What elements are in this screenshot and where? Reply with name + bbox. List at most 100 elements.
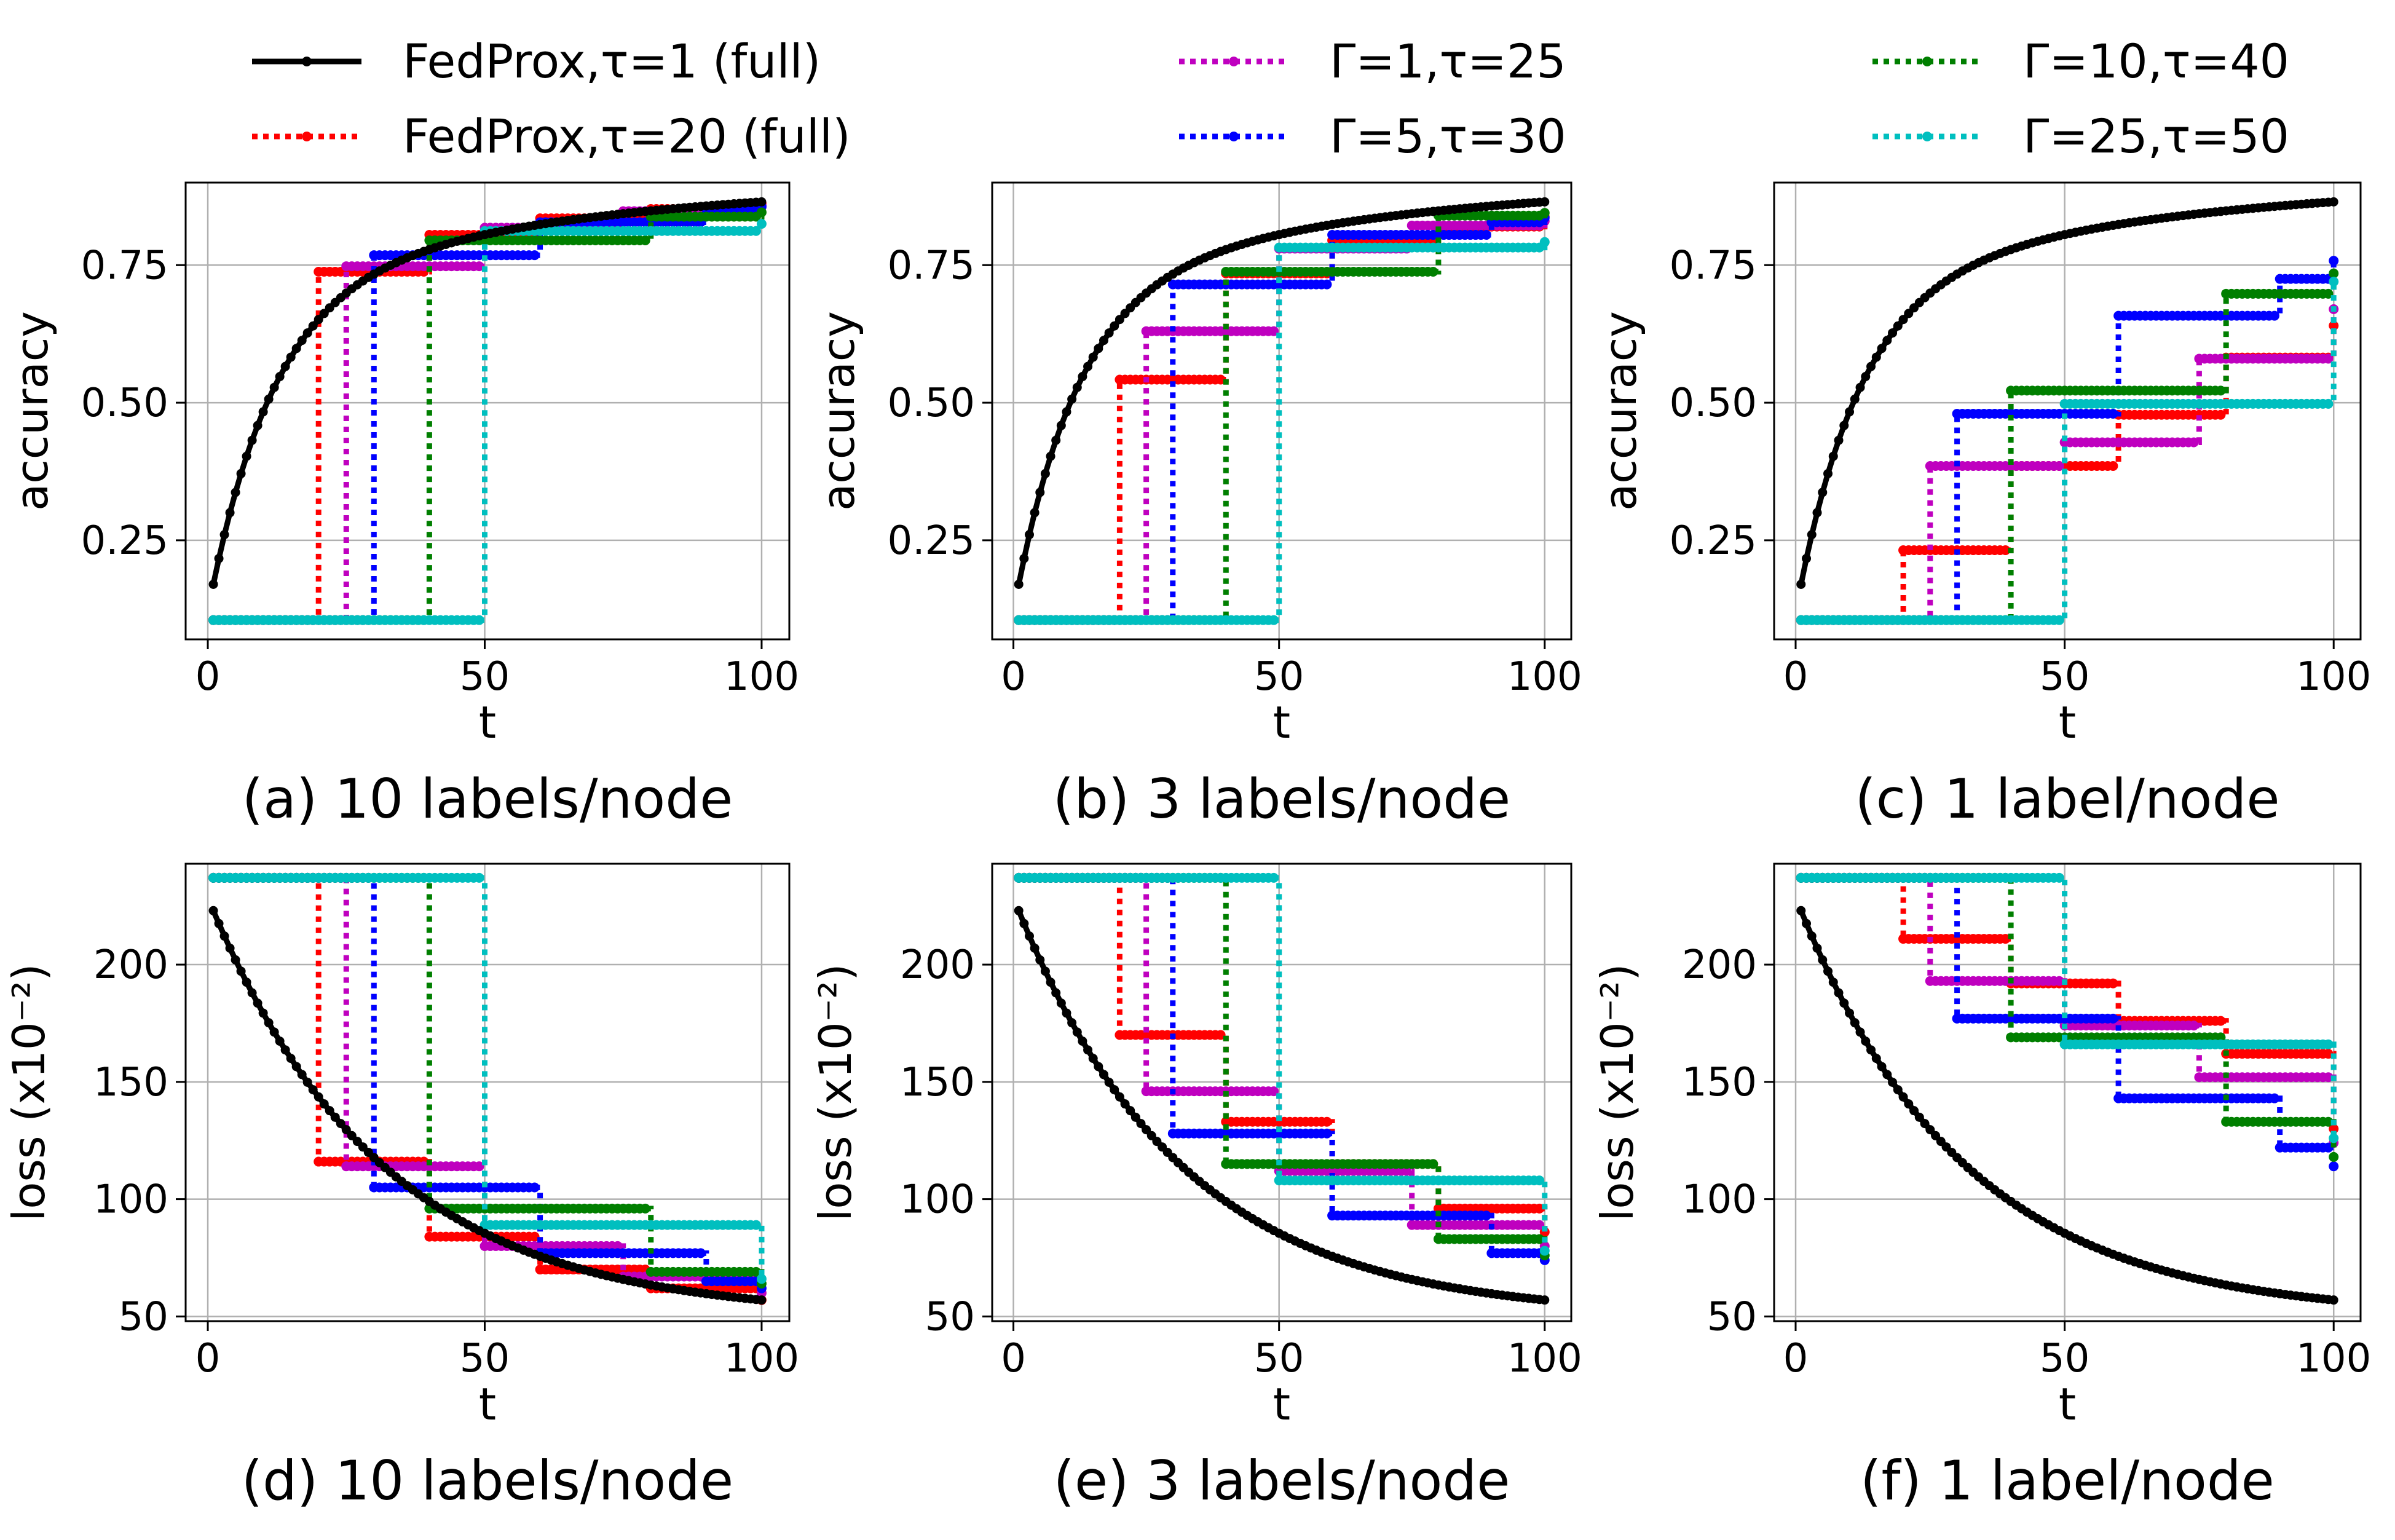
data-point-full1 <box>1861 1037 1871 1046</box>
y-tick-label: 0.25 <box>888 518 976 564</box>
x-tick-label: 50 <box>460 654 510 700</box>
plot-frame <box>991 181 1572 641</box>
data-point-full1 <box>1931 1131 1941 1140</box>
data-point-full1 <box>1120 1099 1130 1109</box>
data-point-full1 <box>1920 1119 1930 1129</box>
series-g25 <box>1796 277 2339 625</box>
data-point-full1 <box>269 382 279 392</box>
data-point-full1 <box>280 361 290 371</box>
y-tick-label: 150 <box>93 1060 168 1105</box>
panel-caption: (f) 1 label/node <box>1860 1449 2275 1512</box>
data-point-full1 <box>347 1131 357 1140</box>
data-point-full1 <box>1845 407 1855 417</box>
data-point-full1 <box>1855 382 1865 392</box>
series-g25 <box>1014 872 1550 1256</box>
y-tick-label: 200 <box>900 942 975 988</box>
data-point-full1 <box>1024 530 1034 540</box>
data-point-g1 <box>1534 1220 1545 1230</box>
x-tick-label: 100 <box>1507 1336 1582 1381</box>
y-tick-label: 100 <box>900 1177 975 1223</box>
data-point-g25 <box>1539 1246 1550 1256</box>
data-point-full1 <box>1834 435 1844 445</box>
y-tick-label: 100 <box>93 1177 168 1223</box>
data-point-g5 <box>529 1182 540 1193</box>
data-point-full1 <box>1104 328 1114 338</box>
data-point-full1 <box>1099 336 1108 346</box>
data-point-full1 <box>286 1054 296 1064</box>
series-g25 <box>208 872 767 1284</box>
data-point-full1 <box>1866 361 1876 371</box>
data-point-g10 <box>1539 208 1550 218</box>
data-point-g5 <box>2108 408 2118 419</box>
data-point-full1 <box>1888 1077 1898 1087</box>
data-point-full1 <box>1871 1054 1881 1064</box>
data-point-g10 <box>640 235 650 245</box>
data-point-full1 <box>214 553 224 563</box>
data-point-g5 <box>2329 256 2339 266</box>
legend-entry-g5: Γ=5,τ=30 <box>1179 109 1566 164</box>
x-tick-label: 100 <box>724 654 799 700</box>
data-point-full1 <box>1056 998 1066 1008</box>
data-point-g1 <box>1269 326 1279 336</box>
data-point-full1 <box>247 988 257 998</box>
data-point-g10 <box>2329 1151 2339 1162</box>
data-point-full20 <box>1322 1116 1332 1127</box>
data-point-full1 <box>297 1070 307 1080</box>
data-point-g5 <box>1481 1210 1491 1221</box>
data-point-full1 <box>1051 988 1061 998</box>
legend-swatch-marker <box>1229 57 1239 66</box>
y-tick-label: 0.75 <box>81 243 169 288</box>
data-point-g25 <box>474 615 484 625</box>
data-point-full1 <box>1812 943 1822 953</box>
data-point-full1 <box>1142 1125 1151 1135</box>
data-point-full1 <box>757 1295 767 1305</box>
data-point-full1 <box>757 197 767 207</box>
data-point-full1 <box>1024 931 1034 941</box>
data-point-full20 <box>1534 1203 1545 1214</box>
data-point-full1 <box>1888 328 1898 338</box>
legend-label: Γ=25,τ=50 <box>2023 109 2289 164</box>
series-line-g25 <box>1801 875 2337 1139</box>
series-g25 <box>1796 872 2339 1143</box>
data-point-full1 <box>1882 336 1892 346</box>
plot-frame <box>1773 181 2362 641</box>
data-point-g25 <box>756 1274 767 1284</box>
data-point-full1 <box>1099 1070 1108 1080</box>
data-point-g1 <box>2188 437 2199 448</box>
data-point-full1 <box>1540 197 1550 207</box>
data-point-full1 <box>1072 382 1082 392</box>
data-point-g25 <box>2054 615 2064 625</box>
data-point-full1 <box>1893 1085 1903 1095</box>
data-point-full1 <box>219 931 229 941</box>
plot-area <box>1014 872 1550 1305</box>
data-point-g25 <box>2054 872 2064 883</box>
data-point-full1 <box>264 394 274 404</box>
data-point-g5 <box>2269 1093 2279 1104</box>
data-point-full1 <box>336 1119 345 1129</box>
data-point-g25 <box>756 219 767 229</box>
data-point-full1 <box>2329 197 2338 207</box>
data-point-full1 <box>308 1085 318 1095</box>
y-tick-label: 150 <box>900 1060 975 1105</box>
data-point-g10 <box>1428 1159 1438 1169</box>
data-point-full1 <box>275 372 285 382</box>
data-point-g1 <box>2188 1021 2199 1031</box>
data-point-full1 <box>1088 1054 1098 1064</box>
chart-panel-b: 0 50 100 0.25 0.50 0.75 t accuracy (b) 3 labels/… <box>813 181 1582 831</box>
data-point-g25 <box>1539 237 1550 247</box>
data-point-full1 <box>1030 943 1040 953</box>
data-point-full1 <box>1062 407 1071 417</box>
data-point-full1 <box>314 1092 323 1102</box>
y-tick-label: 200 <box>93 942 168 988</box>
data-point-g1 <box>2054 461 2064 472</box>
data-point-full1 <box>219 530 229 540</box>
data-point-full1 <box>1051 435 1061 445</box>
data-point-full1 <box>236 468 246 478</box>
data-point-full1 <box>1866 1045 1876 1055</box>
x-tick-label: 50 <box>1254 654 1304 700</box>
data-point-full1 <box>302 328 312 338</box>
data-point-full1 <box>325 1106 334 1116</box>
data-point-g1 <box>2323 1072 2334 1083</box>
data-point-full1 <box>1834 988 1844 998</box>
y-tick-label: 0.50 <box>888 381 976 426</box>
